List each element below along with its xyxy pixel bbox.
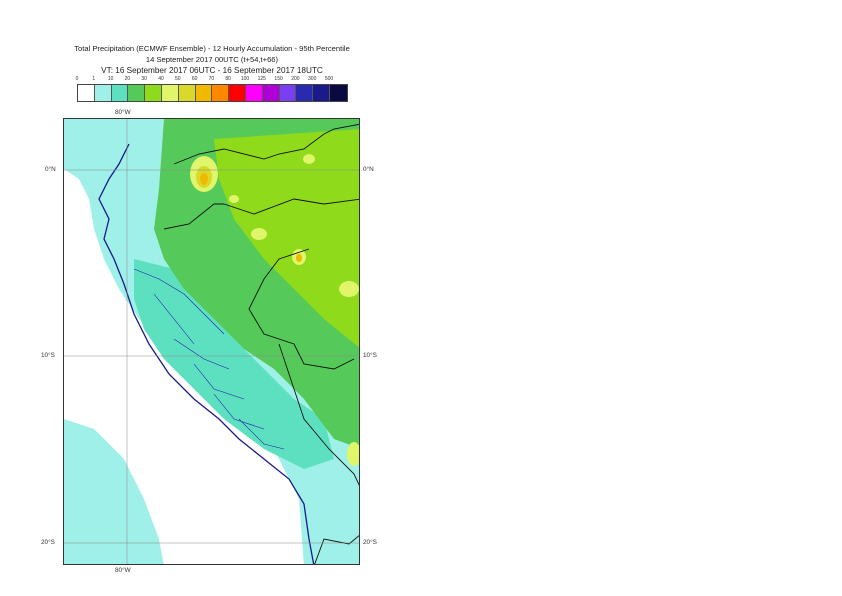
map-canvas — [64, 119, 359, 564]
legend-tick-label: 125 — [257, 76, 266, 82]
legend-swatch — [128, 85, 146, 101]
legend-tick-label: 300 — [308, 76, 317, 82]
precipitation-map[interactable] — [63, 118, 360, 565]
legend-swatch — [111, 85, 129, 101]
legend-swatch — [94, 85, 112, 101]
legend-tick-label: 0 — [75, 76, 79, 82]
lon-label-bottom: 80°W — [115, 567, 131, 574]
legend-swatch — [313, 85, 330, 101]
lat-label-20-right: 20°S — [363, 539, 377, 546]
legend-tick-label: 150 — [274, 76, 283, 82]
legend-swatch — [178, 85, 196, 101]
legend-swatch — [262, 85, 280, 101]
map-title-line2: 14 September 2017 00UTC (t+54,t+66) — [145, 55, 279, 64]
legend-tick-label: 10 — [107, 76, 114, 82]
lat-label-0-left: 0°N — [45, 166, 56, 173]
legend-tick-label: 50 — [175, 76, 181, 82]
legend-tick-label: 70 — [208, 76, 215, 82]
legend-swatches — [77, 84, 348, 102]
lat-label-10-right: 10°S — [363, 352, 377, 359]
legend-swatch — [145, 85, 162, 101]
legend-swatch — [78, 85, 95, 101]
legend-swatch — [296, 85, 314, 101]
legend-tick-label: 500 — [324, 76, 334, 82]
legend-tick-label: 1 — [92, 76, 96, 82]
legend-tick-label: 60 — [191, 76, 198, 82]
legend-tick-label: 80 — [225, 76, 231, 82]
color-legend: 0 1 10 20 30 40 50 60 70 80 100 125 150 200 300 500 — [75, 76, 349, 102]
lat-label-20-left: 20°S — [41, 539, 55, 546]
legend-swatch — [329, 85, 347, 101]
legend-tick-label: 30 — [141, 76, 147, 82]
legend-swatch — [229, 85, 246, 101]
map-title-line1: Total Precipitation (ECMWF Ensemble) - 1… — [74, 44, 350, 53]
legend-tick-label: 200 — [291, 76, 300, 82]
legend-swatch — [161, 85, 179, 101]
legend-tick-label: 40 — [158, 76, 164, 82]
legend-swatch — [195, 85, 213, 101]
lon-label-top: 80°W — [115, 109, 131, 116]
legend-swatch — [245, 85, 263, 101]
legend-tick-label: 20 — [124, 76, 131, 82]
map-title-valid-time: VT: 16 September 2017 06UTC - 16 Septemb… — [101, 66, 323, 75]
legend-swatch — [212, 85, 230, 101]
lat-label-10-left: 10°S — [41, 352, 55, 359]
lat-label-0-right: 0°N — [363, 166, 374, 173]
legend-swatch — [279, 85, 297, 101]
legend-tick-label: 100 — [240, 76, 250, 82]
